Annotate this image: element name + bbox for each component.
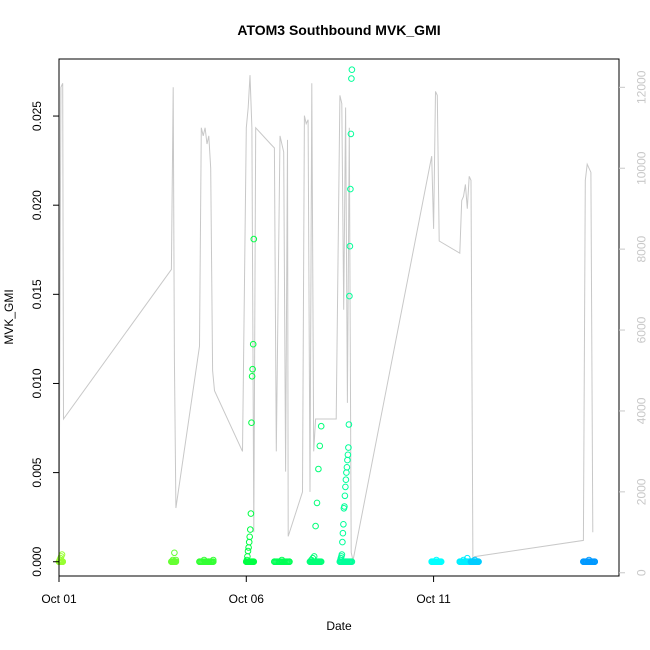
data-point: [343, 469, 350, 476]
data-point: [248, 419, 255, 427]
y2-tick-label: 12000: [634, 70, 648, 104]
data-point: [344, 451, 352, 459]
data-point: [317, 558, 325, 566]
altitude-line: [58, 75, 594, 573]
data-point: [342, 483, 349, 491]
y-axis: 0.000 0.005 0.010 0.015 0.020 0.025: [30, 101, 60, 577]
data-point: [348, 558, 356, 566]
data-point: [248, 373, 256, 380]
x-tick-label: Oct 06: [229, 592, 265, 606]
data-point: [247, 526, 254, 533]
data-point: [343, 464, 351, 471]
data-point: [339, 529, 347, 537]
y-tick-label: 0.010: [30, 368, 44, 398]
x-axis: Oct 01 Oct 06 Oct 11: [41, 575, 451, 606]
data-point: [172, 558, 180, 566]
data-point: [346, 292, 353, 300]
y-tick-label: 0.000: [30, 546, 44, 576]
data-point: [339, 538, 346, 546]
data-point: [244, 553, 251, 560]
data-point: [312, 522, 319, 530]
data-point: [475, 558, 482, 566]
data-point: [249, 340, 257, 348]
data-point: [171, 549, 178, 557]
data-point: [344, 456, 351, 464]
data-point: [437, 558, 445, 566]
data-point: [348, 75, 355, 82]
data-point: [316, 442, 324, 450]
x-tick-label: Oct 11: [416, 592, 451, 606]
data-point: [250, 235, 258, 243]
y2-axis: 0 2000 4000 6000 8000 10000 12000: [619, 70, 648, 576]
data-point: [338, 551, 346, 558]
data-point: [342, 476, 350, 484]
data-point: [286, 558, 293, 566]
data-point: [59, 558, 67, 566]
data-point: [246, 533, 253, 541]
data-point: [244, 547, 252, 555]
data-point: [348, 66, 356, 73]
data-point: [247, 510, 255, 517]
y-tick-label: 0.005: [30, 457, 44, 487]
data-point: [345, 444, 352, 451]
y2-tick-label: 0: [634, 569, 648, 576]
y2-tick-label: 10000: [634, 151, 648, 185]
data-point: [340, 521, 347, 528]
altitude-series: [58, 75, 594, 573]
y2-tick-label: 4000: [634, 397, 648, 424]
data-point: [210, 558, 217, 566]
data-point: [317, 422, 325, 430]
y-axis-label: MVK_GMI: [2, 289, 16, 344]
y-tick-label: 0.020: [30, 190, 44, 220]
y-tick-label: 0.025: [30, 101, 44, 131]
data-point: [345, 421, 353, 428]
data-point: [347, 130, 355, 138]
data-point: [341, 503, 348, 510]
data-point: [250, 558, 258, 566]
y2-tick-label: 6000: [634, 316, 648, 343]
data-point: [346, 242, 354, 250]
y2-tick-label: 8000: [634, 235, 648, 262]
x-axis-label: Date: [326, 619, 352, 633]
data-point: [315, 465, 322, 473]
y-tick-label: 0.015: [30, 279, 44, 309]
chart-title: ATOM3 Southbound MVK_GMI: [237, 22, 440, 38]
x-tick-label: Oct 01: [41, 592, 77, 606]
data-point: [341, 492, 349, 500]
data-point: [245, 544, 252, 551]
data-point: [591, 558, 599, 566]
data-point: [347, 185, 354, 193]
data-point: [313, 499, 321, 507]
data-point: [249, 365, 256, 373]
y2-tick-label: 2000: [634, 478, 648, 505]
data-point: [245, 538, 253, 546]
